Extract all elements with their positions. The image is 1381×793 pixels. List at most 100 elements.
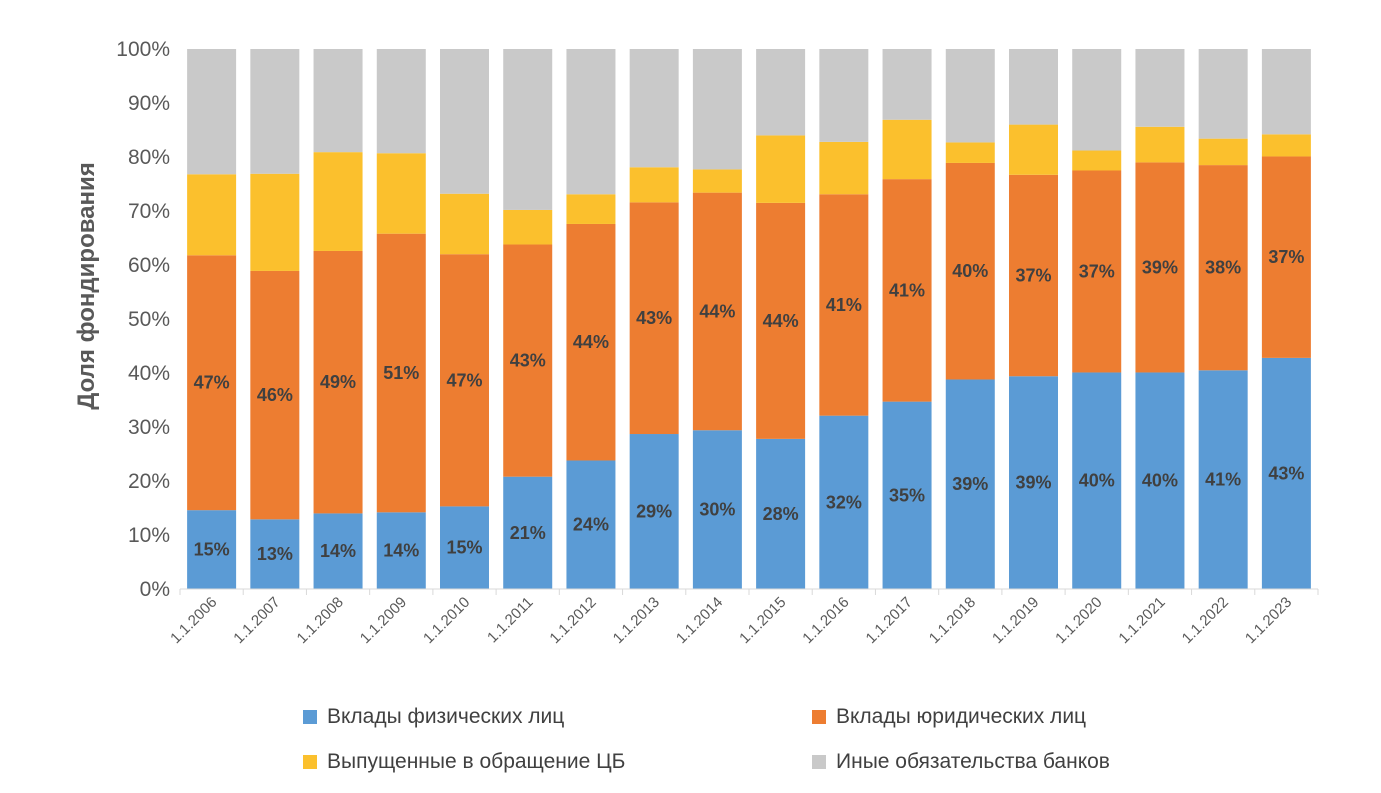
y-tick-label: 80% (128, 146, 170, 169)
x-tick-label: 1.1.2007 (230, 594, 283, 647)
bar-segment (1072, 49, 1122, 151)
bar-data-label: 21% (510, 523, 546, 543)
x-tick-label: 1.1.2015 (736, 594, 789, 647)
data-labels: 15% 47% 13% 46% 14% 49% 14% 51% 15% 47% 21% 43% 24% 4… (194, 247, 1305, 564)
bar-data-label: 37% (1268, 247, 1304, 267)
bar-segment (376, 512, 426, 589)
bar-data-label: 51% (383, 363, 419, 383)
x-tick-label: 1.1.2023 (1242, 594, 1295, 647)
bar-segment (882, 119, 932, 180)
bar-data-label: 37% (1079, 261, 1115, 281)
bar-data-label: 30% (699, 500, 735, 520)
bar-segment (313, 513, 363, 589)
bar-data-label: 43% (636, 308, 672, 328)
bar-segment (1198, 49, 1248, 139)
x-tick-label: 1.1.2022 (1179, 594, 1232, 647)
y-axis: 0% 10% 20% 30% 40% 50% 60% 70% 80% 90% 100% (116, 38, 170, 601)
bar-segment (1072, 372, 1122, 589)
bar-segment (692, 192, 742, 431)
x-tick-label: 1.1.2017 (863, 594, 916, 647)
x-tick-label: 1.1.2014 (673, 594, 726, 647)
bar-data-label: 37% (1015, 266, 1051, 286)
bar-segment (756, 135, 806, 203)
y-tick-label: 60% (128, 254, 170, 277)
bar-segment (566, 460, 616, 589)
bar-data-label: 32% (826, 492, 862, 512)
bar-segment (376, 153, 426, 234)
y-axis-title: Доля фондирования (73, 162, 100, 410)
bar-segment (1261, 357, 1311, 589)
bar-data-label: 40% (1142, 471, 1178, 491)
bar-segment (1261, 49, 1311, 135)
bar-data-label: 47% (446, 370, 482, 390)
bar-segment (819, 49, 869, 142)
bar-data-label: 29% (636, 502, 672, 522)
x-tick-label: 1.1.2013 (610, 594, 663, 647)
bar-data-label: 40% (952, 261, 988, 281)
bar-segment (1135, 372, 1185, 589)
bar-segment (819, 194, 869, 416)
bar-segment (440, 193, 489, 255)
bar-segment (1198, 138, 1248, 166)
y-tick-label: 0% (140, 578, 170, 601)
bar-data-label: 24% (573, 515, 609, 535)
bar-data-label: 39% (1142, 257, 1178, 277)
bar-segment (756, 438, 806, 589)
bar-segment (756, 49, 806, 136)
bar-data-label: 38% (1205, 258, 1241, 278)
bar-segment (756, 202, 806, 439)
bar-data-label: 15% (446, 538, 482, 558)
bar-segment (376, 49, 426, 154)
bar-segment (819, 141, 869, 195)
bar-segment (250, 49, 300, 174)
bar-data-label: 41% (1205, 470, 1241, 490)
bar-data-label: 13% (257, 544, 293, 564)
bar-data-label: 47% (194, 373, 230, 393)
bar-data-label: 44% (699, 301, 735, 321)
bar-segment (1009, 49, 1058, 125)
bar-segment (313, 49, 363, 153)
bar-segment (440, 49, 489, 194)
bar-data-label: 15% (194, 540, 230, 560)
bar-segment (187, 49, 237, 175)
x-tick-label: 1.1.2019 (989, 594, 1042, 647)
bar-segment (882, 179, 932, 402)
bar-segment (945, 49, 995, 143)
bar-segment (566, 223, 616, 461)
bar-segment (1135, 49, 1185, 127)
bar-segment (629, 434, 679, 589)
x-tick-label: 1.1.2012 (546, 594, 599, 647)
bar-segment (566, 194, 616, 224)
y-tick-label: 100% (116, 38, 170, 61)
y-tick-label: 40% (128, 362, 170, 385)
y-tick-label: 10% (128, 524, 170, 547)
bar-segment (187, 174, 237, 256)
bar-segment (1135, 126, 1185, 163)
bar-segment (250, 519, 300, 589)
bar-data-label: 43% (1268, 463, 1304, 483)
bar-segment (692, 169, 742, 193)
bar-segment (250, 173, 300, 271)
x-tick-label: 1.1.2008 (294, 594, 347, 647)
bar-segment (882, 401, 932, 589)
bar-segment (692, 430, 742, 589)
bar-segment (945, 142, 995, 163)
bar-data-label: 43% (510, 351, 546, 371)
x-tick-label: 1.1.2009 (357, 594, 410, 647)
x-tick-label: 1.1.2006 (167, 594, 220, 647)
bar-segment (503, 244, 553, 477)
bar-segment (503, 209, 553, 245)
bar-segment (187, 255, 237, 511)
bar-segment (1072, 170, 1122, 373)
x-tick-label: 1.1.2011 (484, 594, 537, 647)
bars (187, 49, 1311, 589)
bar-data-label: 35% (889, 485, 925, 505)
bar-data-label: 40% (1079, 471, 1115, 491)
bar-data-label: 14% (383, 541, 419, 561)
bar-segment (1009, 376, 1058, 589)
bar-segment (376, 233, 426, 513)
bar-segment (566, 49, 616, 195)
bar-data-label: 41% (826, 295, 862, 315)
y-tick-label: 20% (128, 470, 170, 493)
